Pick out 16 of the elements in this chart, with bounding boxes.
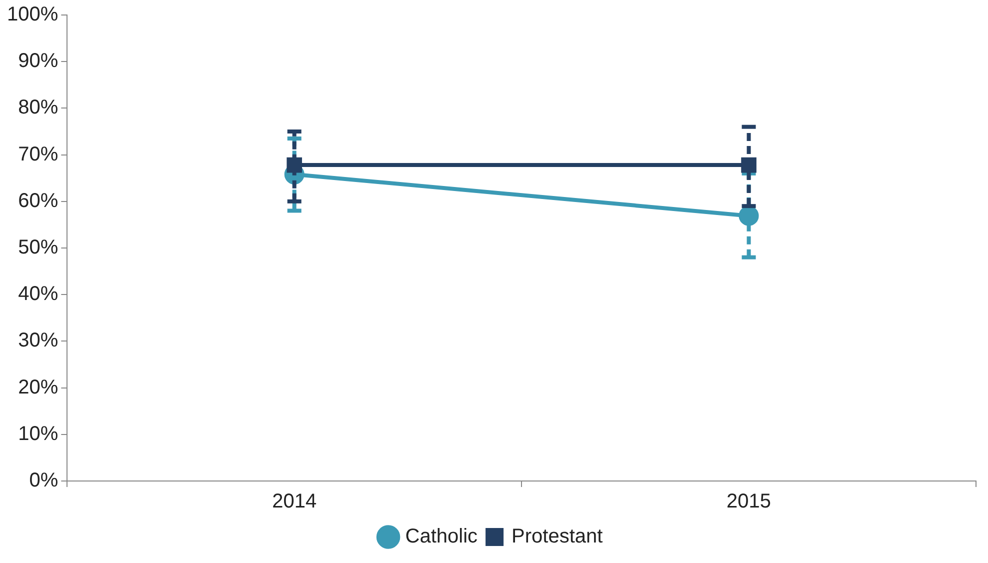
legend-label: Protestant <box>512 526 604 548</box>
y-tick-label: 90% <box>18 50 58 72</box>
y-tick-label: 100% <box>6 4 58 26</box>
y-tick-label: 50% <box>18 236 58 259</box>
y-tick-label: 80% <box>18 96 58 119</box>
y-tick-label: 60% <box>18 190 58 212</box>
x-tick-label: 2014 <box>272 490 317 513</box>
legend-label: Catholic <box>405 526 478 548</box>
x-tick-label: 2015 <box>726 490 772 513</box>
y-tick-label: 20% <box>18 376 58 398</box>
y-tick-label: 40% <box>18 283 58 306</box>
y-tick-label: 70% <box>18 143 58 166</box>
point <box>741 157 756 173</box>
y-tick-label: 0% <box>29 470 58 492</box>
y-tick-label: 30% <box>18 330 58 352</box>
y-tick-label: 10% <box>18 422 58 445</box>
